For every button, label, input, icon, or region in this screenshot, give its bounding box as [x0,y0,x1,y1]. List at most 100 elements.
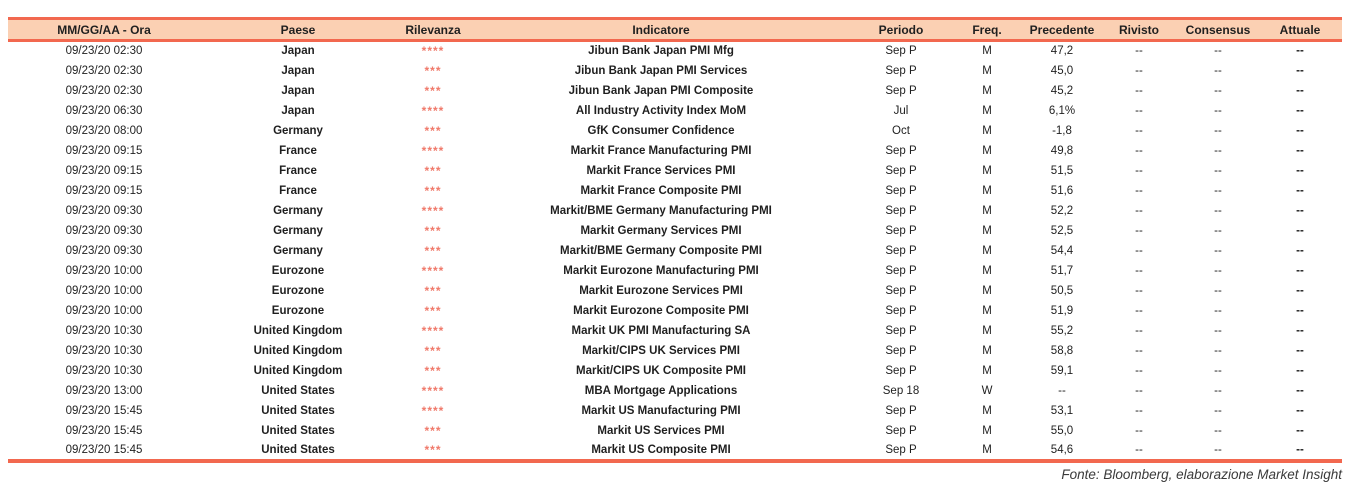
cell-indicator: Markit UK PMI Manufacturing SA [571,324,751,337]
cell-period: Sep P [885,404,917,417]
header-indicator: Indicatore [632,22,690,37]
cell-relevance-stars: *** [424,163,442,178]
cell-revised: -- [1135,384,1143,397]
cell-country: United States [261,384,335,397]
table-body: 09/23/20 02:30 Japan **** Jibun Bank Jap… [8,41,1342,461]
cell-consensus: -- [1214,384,1222,397]
cell-actual: -- [1296,45,1304,58]
cell-datetime: 09/23/20 10:30 [65,364,143,377]
cell-revised: -- [1135,264,1143,277]
cell-actual: -- [1296,104,1304,117]
cell-previous: -- [1058,384,1066,397]
source-note: Fonte: Bloomberg, elaborazione Market In… [1061,466,1342,482]
cell-freq: M [982,224,992,237]
cell-country: France [279,164,317,177]
header-previous: Precedente [1029,22,1095,37]
cell-consensus: -- [1214,84,1222,97]
cell-country: Germany [273,244,323,257]
cell-datetime: 09/23/20 10:30 [65,324,143,337]
table-row: 09/23/20 09:30 Germany *** Markit/BME Ge… [8,241,1342,261]
cell-indicator: Markit Eurozone Manufacturing PMI [563,264,759,277]
cell-relevance-stars: **** [421,323,445,338]
cell-freq: M [982,264,992,277]
cell-relevance-stars: **** [421,403,445,418]
cell-revised: -- [1135,184,1143,197]
cell-freq: M [982,424,992,437]
cell-indicator: Markit France Composite PMI [580,184,742,197]
cell-freq: M [982,45,992,58]
cell-consensus: -- [1214,104,1222,117]
cell-actual: -- [1296,84,1304,97]
table-row: 09/23/20 15:45 United States *** Markit … [8,421,1342,441]
cell-consensus: -- [1214,344,1222,357]
table-row: 09/23/20 09:30 Germany *** Markit German… [8,221,1342,241]
cell-country: Japan [281,84,315,97]
cell-period: Sep P [885,304,917,317]
table-row: 09/23/20 09:15 France **** Markit France… [8,141,1342,161]
cell-previous: 52,5 [1050,224,1074,237]
cell-relevance-stars: **** [421,383,445,398]
cell-revised: -- [1135,124,1143,137]
cell-period: Sep P [885,64,917,77]
cell-period: Sep P [885,443,917,456]
cell-freq: M [982,64,992,77]
cell-datetime: 09/23/20 15:45 [65,404,143,417]
cell-relevance-stars: *** [424,423,442,438]
cell-period: Sep P [885,84,917,97]
table-row: 09/23/20 13:00 United States **** MBA Mo… [8,381,1342,401]
cell-datetime: 09/23/20 09:15 [65,164,143,177]
cell-freq: M [982,84,992,97]
cell-previous: 55,2 [1050,324,1074,337]
cell-actual: -- [1296,204,1304,217]
header-country: Paese [280,22,316,37]
table-row: 09/23/20 06:30 Japan **** All Industry A… [8,101,1342,121]
cell-previous: 51,5 [1050,164,1074,177]
cell-consensus: -- [1214,443,1222,456]
cell-actual: -- [1296,144,1304,157]
header-revised: Rivisto [1118,22,1159,37]
cell-indicator: Jibun Bank Japan PMI Composite [568,84,754,97]
cell-freq: M [982,404,992,417]
cell-indicator: Markit US Composite PMI [591,443,731,456]
cell-datetime: 09/23/20 02:30 [65,84,143,97]
cell-indicator: Jibun Bank Japan PMI Services [574,64,748,77]
cell-indicator: Markit US Services PMI [597,424,725,437]
cell-freq: M [982,144,992,157]
cell-revised: -- [1135,344,1143,357]
cell-datetime: 09/23/20 10:00 [65,284,143,297]
cell-indicator: Markit/BME Germany Composite PMI [560,244,762,257]
cell-revised: -- [1135,84,1143,97]
cell-period: Sep P [885,184,917,197]
cell-country: Japan [281,64,315,77]
cell-actual: -- [1296,364,1304,377]
cell-actual: -- [1296,344,1304,357]
cell-freq: M [982,164,992,177]
cell-datetime: 09/23/20 02:30 [65,45,143,58]
cell-consensus: -- [1214,364,1222,377]
cell-period: Sep P [885,364,917,377]
cell-freq: M [982,184,992,197]
table-row: 09/23/20 09:15 France *** Markit France … [8,161,1342,181]
cell-relevance-stars: **** [421,143,445,158]
cell-indicator: Jibun Bank Japan PMI Mfg [588,45,734,58]
cell-freq: W [981,384,993,397]
cell-revised: -- [1135,244,1143,257]
cell-consensus: -- [1214,304,1222,317]
cell-relevance-stars: **** [421,103,445,118]
cell-previous: 54,6 [1050,443,1074,456]
cell-actual: -- [1296,324,1304,337]
cell-relevance-stars: *** [424,223,442,238]
cell-actual: -- [1296,224,1304,237]
cell-relevance-stars: *** [424,363,442,378]
header-consensus: Consensus [1185,22,1251,37]
cell-indicator: Markit Germany Services PMI [580,224,742,237]
cell-datetime: 09/23/20 10:00 [65,304,143,317]
cell-actual: -- [1296,384,1304,397]
table-row: 09/23/20 02:30 Japan **** Jibun Bank Jap… [8,41,1342,61]
cell-actual: -- [1296,64,1304,77]
cell-datetime: 09/23/20 09:30 [65,224,143,237]
cell-freq: M [982,344,992,357]
cell-actual: -- [1296,424,1304,437]
cell-relevance-stars: *** [424,243,442,258]
cell-previous: 50,5 [1050,284,1074,297]
